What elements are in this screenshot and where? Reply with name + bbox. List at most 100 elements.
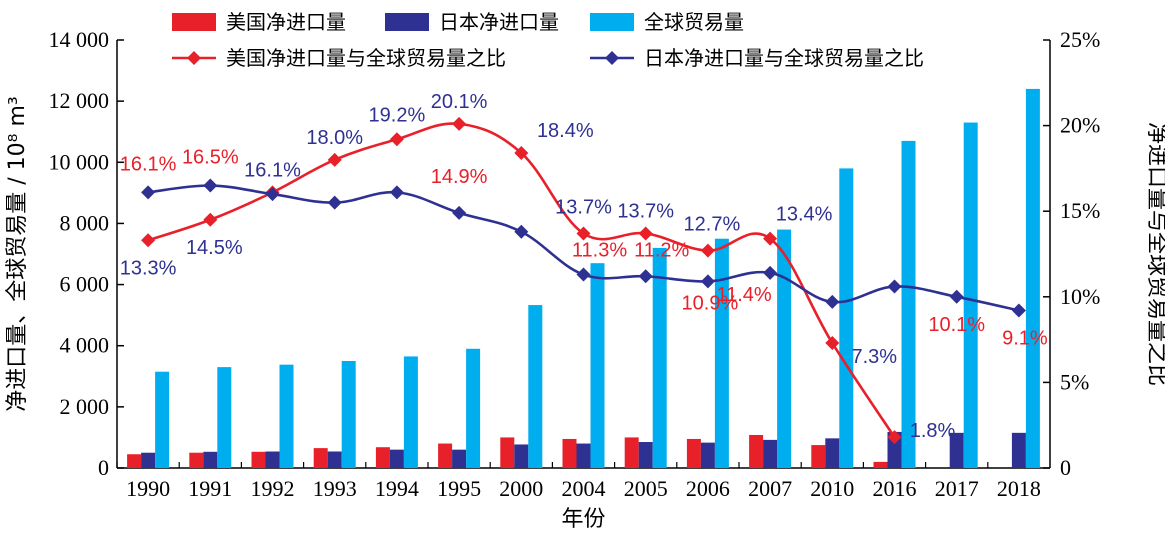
x-tick-label: 2006 (686, 476, 730, 501)
bar-us-net-import (438, 443, 453, 468)
us-ratio-marker (514, 145, 529, 160)
bar-us-net-import (189, 452, 204, 468)
bar-japan-net-import (576, 443, 591, 468)
x-tick-label: 2005 (624, 476, 668, 501)
bar-global-trade (279, 364, 294, 468)
legend-swatch (172, 13, 216, 31)
us-ratio-data-label: 13.7% (617, 200, 674, 222)
japan-ratio-data-label: 16.1% (120, 153, 177, 175)
japan-ratio-data-label: 10.1% (928, 314, 985, 336)
us-ratio-data-label: 13.3% (120, 257, 177, 279)
us-ratio-data-label: 19.2% (369, 104, 426, 126)
us-ratio-data-label: 18.0% (306, 127, 363, 149)
bar-global-trade (590, 263, 605, 468)
bar-japan-net-import (452, 449, 467, 468)
x-axis-title: 年份 (561, 507, 605, 532)
japan-ratio-marker (141, 185, 156, 200)
us-ratio-data-label: 14.5% (186, 237, 243, 259)
bar-global-trade (839, 168, 854, 468)
left-axis-title: 净进口量、全球贸易量 / 10⁸ m³ (5, 96, 30, 411)
x-tick-label: 2016 (873, 476, 917, 501)
left-tick-label: 8 000 (60, 210, 110, 235)
japan-ratio-marker (452, 205, 467, 220)
japan-ratio-marker (514, 224, 529, 239)
bar-global-trade (466, 348, 481, 468)
japan-ratio-marker (763, 265, 778, 280)
us-ratio-marker (203, 212, 218, 227)
bar-japan-net-import (700, 442, 715, 468)
japan-ratio-marker (265, 187, 280, 202)
japan-ratio-data-label: 16.5% (182, 147, 239, 169)
bar-global-trade (777, 229, 792, 468)
x-tick-label: 2017 (935, 476, 979, 501)
bar-global-trade (528, 305, 543, 468)
bar-us-net-import (127, 454, 142, 468)
japan-ratio-marker (887, 279, 902, 294)
bar-japan-net-import (949, 432, 964, 468)
japan-ratio-marker (949, 289, 964, 304)
japan-ratio-data-label: 11.3% (572, 240, 627, 262)
right-tick-label: 15% (1060, 198, 1100, 223)
japan-ratio-marker (327, 195, 342, 210)
x-tick-label: 1993 (313, 476, 357, 501)
bar-japan-net-import (389, 449, 404, 468)
bar-us-net-import (873, 461, 888, 468)
bar-us-net-import (500, 437, 515, 468)
us-ratio-data-label: 18.4% (537, 120, 594, 142)
bar-global-trade (217, 367, 232, 468)
us-ratio-marker (389, 132, 404, 147)
bar-global-trade (963, 122, 978, 469)
us-ratio-marker (576, 226, 591, 241)
bar-japan-net-import (887, 431, 902, 468)
legend-label: 日本净进口量与全球贸易量之比 (644, 46, 924, 70)
bar-japan-net-import (327, 451, 342, 468)
us-ratio-data-label: 16.1% (244, 159, 301, 181)
bar-global-trade (403, 356, 418, 468)
right-axis-title: 净进口量与全球贸易量之比 (1144, 122, 1165, 386)
left-tick-label: 2 000 (60, 394, 110, 419)
right-tick-label: 20% (1060, 113, 1100, 138)
japan-ratio-marker (203, 178, 218, 193)
bar-global-trade (901, 140, 916, 468)
bar-japan-net-import (1011, 432, 1026, 468)
us-ratio-data-label: 12.7% (684, 214, 741, 236)
bar-global-trade (1025, 88, 1040, 469)
bar-us-net-import (686, 438, 701, 468)
japan-ratio-data-label: 10.9% (682, 292, 739, 314)
legend-label: 日本净进口量 (439, 10, 559, 34)
us-ratio-marker (887, 430, 902, 445)
bar-us-net-import (624, 437, 639, 468)
us-ratio-data-label: 13.4% (776, 204, 833, 226)
right-tick-label: 25% (1060, 27, 1100, 52)
x-tick-label: 2007 (748, 476, 792, 501)
japan-ratio-marker (1011, 303, 1026, 318)
x-tick-label: 1995 (437, 476, 481, 501)
japan-ratio-data-label: 11.2% (634, 239, 689, 261)
japan-ratio-data-label: 9.1% (1002, 327, 1048, 349)
bar-japan-net-import (763, 439, 778, 468)
bar-japan-net-import (825, 438, 840, 468)
bar-us-net-import (562, 438, 577, 468)
x-tick-label: 1994 (375, 476, 419, 501)
legend-marker (605, 51, 619, 65)
bar-us-net-import (313, 448, 328, 468)
us-ratio-marker (825, 336, 840, 351)
bar-global-trade (341, 361, 356, 468)
bar-us-net-import (375, 447, 390, 468)
x-tick-label: 2010 (810, 476, 854, 501)
x-tick-label: 2018 (997, 476, 1041, 501)
japan-ratio-data-label: 11.4% (716, 284, 771, 306)
us-ratio-data-label: 1.8% (910, 420, 956, 442)
japan-ratio-marker (576, 267, 591, 282)
legend-label: 全球贸易量 (644, 10, 744, 34)
us-ratio-marker (763, 231, 778, 246)
legend-label: 美国净进口量 (226, 10, 346, 34)
bar-japan-net-import (514, 444, 529, 468)
bar-japan-net-import (265, 451, 280, 468)
right-tick-label: 5% (1060, 369, 1089, 394)
bar-us-net-import (749, 434, 764, 468)
left-tick-label: 10 000 (49, 149, 110, 174)
japan-ratio-data-label: 14.9% (431, 166, 488, 188)
us-ratio-marker (141, 233, 156, 248)
